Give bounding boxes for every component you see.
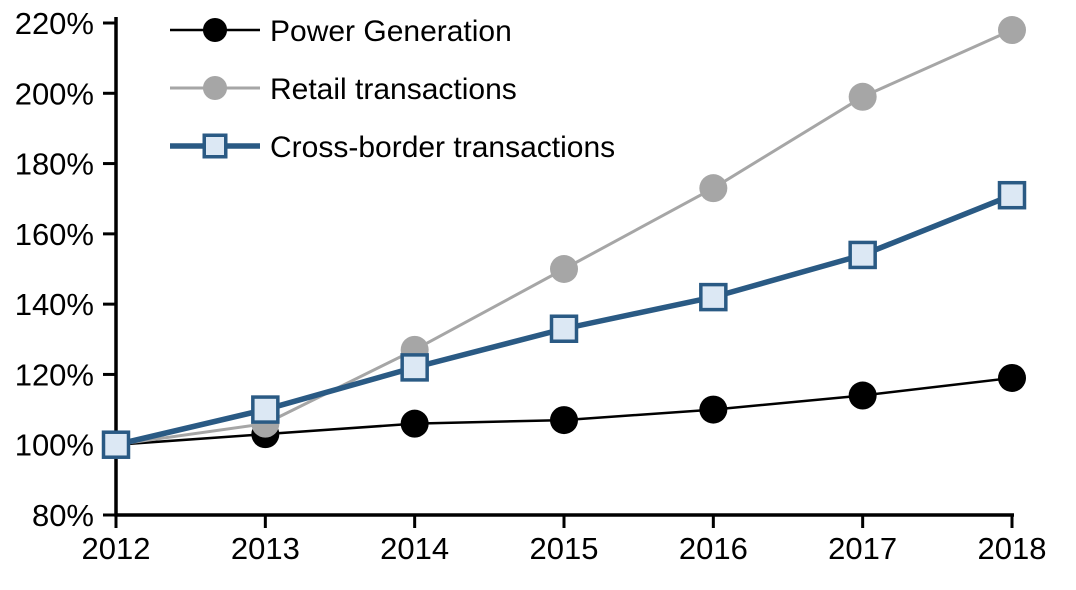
series-power-generation <box>102 363 1026 459</box>
x-axis-tick-label-2016: 2016 <box>679 531 748 566</box>
data-point-marker-circle <box>202 75 228 101</box>
y-axis-tick-label: 80% <box>32 498 94 533</box>
legend-label: Retail transactions <box>270 73 517 106</box>
x-axis-tick-label-2014: 2014 <box>380 531 449 566</box>
legend-label: Power Generation <box>270 15 512 48</box>
x-axis-tick-label-2018: 2018 <box>978 531 1047 566</box>
x-axis-tick-label-2012: 2012 <box>82 531 151 566</box>
data-point-marker-circle <box>400 409 429 438</box>
y-axis-tick-label: 140% <box>15 287 94 322</box>
legend: Power Generation Retail transactions Cross… <box>170 15 615 164</box>
legend-entry-retail-transactions: Retail transactions <box>170 73 517 106</box>
data-point-marker-square <box>400 353 429 382</box>
series-line-retail-transactions <box>115 28 1013 447</box>
data-point-marker-circle <box>848 82 877 111</box>
y-axis-tick-label: 200% <box>15 76 94 111</box>
y-axis-tick-label: 220% <box>15 6 94 41</box>
data-point-marker-square <box>549 314 579 343</box>
axes: 80% 100% 120% 140% 160% 180% 200% 220% 2012 2013 2… <box>15 6 1047 566</box>
data-point-marker-circle <box>998 363 1026 392</box>
data-point-marker-square <box>848 240 877 270</box>
data-point-marker-square <box>997 180 1027 210</box>
series-cross-border-transactions <box>101 180 1027 459</box>
x-axis-tick-label-2013: 2013 <box>231 531 300 566</box>
data-point-marker-circle <box>998 16 1026 45</box>
data-point-marker-square <box>699 282 728 312</box>
data-point-marker-square <box>101 430 131 459</box>
x-axis-tick-label-2015: 2015 <box>530 531 599 566</box>
data-point-marker-circle <box>550 406 578 435</box>
x-axis-tick-label-2017: 2017 <box>828 531 897 566</box>
y-axis-tick-label: 120% <box>15 357 94 392</box>
data-point-marker-circle <box>202 17 228 43</box>
series-lines <box>101 16 1027 459</box>
y-axis-tick-label: 160% <box>15 217 94 252</box>
legend-label: Cross-border transactions <box>270 131 615 164</box>
data-point-marker-circle <box>550 255 578 283</box>
y-axis-tick-label: 100% <box>15 428 94 463</box>
data-point-marker-circle <box>699 395 728 424</box>
y-axis-tick-label: 180% <box>15 147 94 182</box>
data-point-marker-square <box>251 395 280 424</box>
legend-entry-power-generation: Power Generation <box>170 15 512 48</box>
data-point-marker-circle <box>699 174 728 203</box>
legend-entry-cross-border-transactions: Cross-border transactions <box>170 131 615 164</box>
data-point-marker-circle <box>848 381 877 410</box>
data-point-marker-square <box>202 133 228 159</box>
